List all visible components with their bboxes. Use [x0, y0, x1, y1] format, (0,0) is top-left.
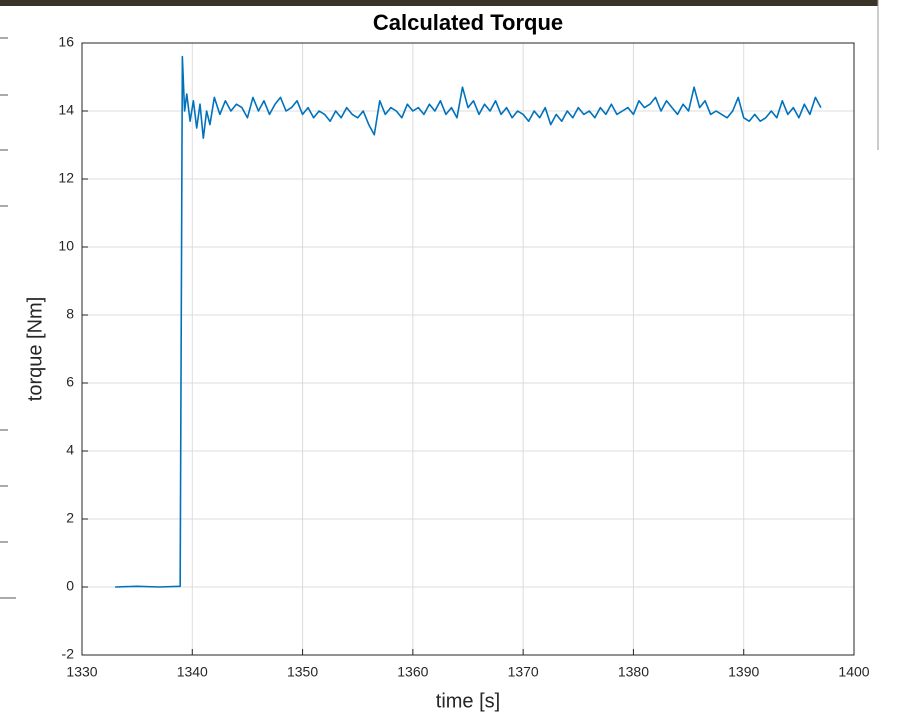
data-line [115, 55, 822, 588]
x-tick-label: 1390 [728, 664, 759, 680]
y-tick-label: 14 [58, 102, 74, 118]
y-tick-label: 2 [66, 510, 74, 526]
plot-box [81, 42, 855, 656]
x-tick-label: 1360 [397, 664, 428, 680]
x-tick-label: 1380 [618, 664, 649, 680]
chart-title: Calculated Torque [373, 10, 563, 35]
y-tick-label: 6 [66, 374, 74, 390]
x-tick-label: 1400 [838, 664, 869, 680]
x-tick-label: 1340 [177, 664, 208, 680]
x-tick-label: 1330 [66, 664, 97, 680]
y-axis-label: torque [Nm] [24, 297, 46, 401]
x-tick-label: 1350 [287, 664, 318, 680]
y-tick-label: 0 [66, 578, 74, 594]
y-tick-label: -2 [62, 646, 75, 662]
y-tick-label: 12 [58, 170, 74, 186]
background-axis-fragment [0, 37, 16, 599]
y-tick-label: 10 [58, 238, 74, 254]
y-tick-label: 16 [58, 34, 74, 50]
y-tick-label: 4 [66, 442, 74, 458]
x-axis-label: time [s] [436, 690, 500, 712]
x-tick-label: 1370 [508, 664, 539, 680]
y-tick-label: 8 [66, 306, 74, 322]
background-strip [0, 0, 878, 6]
